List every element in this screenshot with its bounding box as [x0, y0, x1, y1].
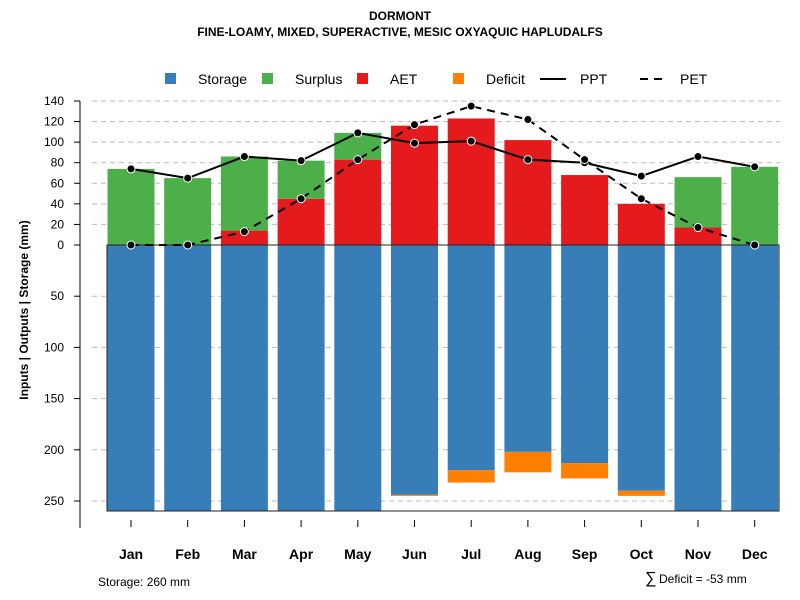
- aet-bar: [617, 203, 665, 245]
- storage-legend-swatch: [165, 73, 176, 84]
- deficit-bar: [617, 490, 665, 496]
- storage-bar: [334, 245, 382, 512]
- ppt-point: [353, 128, 363, 138]
- y-tick-label: 100: [44, 135, 64, 149]
- pet-point: [239, 227, 249, 237]
- aet-legend-swatch: [357, 73, 368, 84]
- x-tick-label: Jun: [402, 546, 427, 562]
- aet-bar: [277, 198, 325, 245]
- y-tick-label: 250: [44, 494, 64, 508]
- deficit-bar: [391, 494, 438, 496]
- y-tick-label: 80: [51, 156, 65, 170]
- ppt-point: [410, 138, 419, 148]
- x-tick-label: Sep: [572, 546, 598, 562]
- surplus-legend-swatch: [262, 73, 273, 84]
- ppt-point: [523, 155, 533, 165]
- storage-note: Storage: 260 mm: [98, 575, 191, 589]
- x-tick-label: Mar: [232, 546, 257, 562]
- y-tick-label: 140: [44, 94, 64, 108]
- chart-subtitle: FINE-LOAMY, MIXED, SUPERACTIVE, MESIC OX…: [197, 25, 603, 39]
- pet-line: [131, 105, 755, 246]
- pet-point: [126, 240, 136, 250]
- storage-bar: [561, 245, 609, 464]
- y-tick-label: 50: [51, 289, 65, 303]
- pet-point: [636, 194, 646, 204]
- pet-point: [410, 120, 419, 130]
- y-tick-label: 200: [44, 443, 64, 457]
- storage-bar: [504, 245, 552, 452]
- aet-bar: [561, 175, 609, 245]
- pet-point: [296, 194, 306, 204]
- storage-bar: [674, 245, 722, 512]
- surplus-bar: [731, 166, 779, 245]
- storage-bar: [447, 245, 495, 471]
- sum-icon: ∑: [645, 570, 657, 587]
- storage-legend-label: Storage: [198, 71, 247, 87]
- storage-bar: [164, 245, 212, 512]
- chart-title: DORMONT: [369, 9, 431, 23]
- y-axis-label: Inputs | Outputs | Storage (mm): [17, 220, 31, 399]
- x-tick-label: Feb: [175, 546, 200, 562]
- storage-bar: [731, 245, 779, 512]
- pet-point: [693, 223, 703, 233]
- ppt-point: [239, 152, 249, 162]
- x-tick-label: Nov: [685, 546, 712, 562]
- pet-point: [466, 101, 476, 111]
- aet-bar: [334, 159, 382, 245]
- deficit-bar: [504, 451, 552, 473]
- x-tick-label: Apr: [289, 546, 314, 562]
- x-tick-label: May: [344, 546, 371, 562]
- ppt-point: [636, 171, 646, 181]
- y-tick-label: 40: [51, 197, 65, 211]
- ppt-point: [693, 152, 703, 162]
- deficit-bar: [561, 463, 609, 479]
- storage-bar: [220, 245, 268, 512]
- x-tick-label: Dec: [742, 546, 768, 562]
- surplus-bar: [220, 156, 268, 231]
- surplus-legend-label: Surplus: [295, 71, 342, 87]
- ppt-point: [126, 164, 136, 174]
- deficit-bar: [447, 470, 495, 483]
- surplus-bar: [164, 178, 212, 245]
- pet-point: [523, 115, 533, 125]
- y-tick-label: 0: [57, 238, 64, 252]
- storage-bar: [391, 245, 438, 495]
- x-tick-label: Jul: [461, 546, 481, 562]
- x-tick-label: Aug: [514, 546, 541, 562]
- x-tick-label: Oct: [630, 546, 654, 562]
- y-tick-label: 20: [51, 217, 65, 231]
- ppt-point: [183, 173, 193, 183]
- pet-legend-label: PET: [680, 71, 708, 87]
- y-tick-label: 100: [44, 340, 64, 354]
- deficit-legend-label: Deficit: [486, 71, 525, 87]
- surplus-bar: [277, 160, 325, 199]
- ppt-point: [750, 162, 760, 172]
- y-tick-label: 120: [44, 115, 64, 129]
- ppt-line: [130, 131, 755, 180]
- pet-point: [353, 155, 363, 165]
- deficit-legend-swatch: [453, 73, 464, 84]
- ppt-legend-label: PPT: [580, 71, 608, 87]
- y-tick-label: 150: [44, 392, 64, 406]
- storage-bar: [277, 245, 325, 512]
- pet-point: [580, 155, 590, 165]
- x-tick-label: Jan: [119, 546, 143, 562]
- ppt-point: [296, 156, 306, 166]
- pet-point: [183, 240, 193, 250]
- deficit-note: Deficit = -53 mm: [659, 572, 747, 586]
- storage-bar: [617, 245, 665, 491]
- ppt-point: [466, 136, 476, 146]
- pet-point: [750, 240, 760, 250]
- storage-frame: [106, 244, 780, 512]
- storage-bar: [107, 245, 155, 512]
- surplus-bar: [107, 168, 155, 245]
- y-tick-label: 60: [51, 176, 65, 190]
- aet-legend-label: AET: [390, 71, 418, 87]
